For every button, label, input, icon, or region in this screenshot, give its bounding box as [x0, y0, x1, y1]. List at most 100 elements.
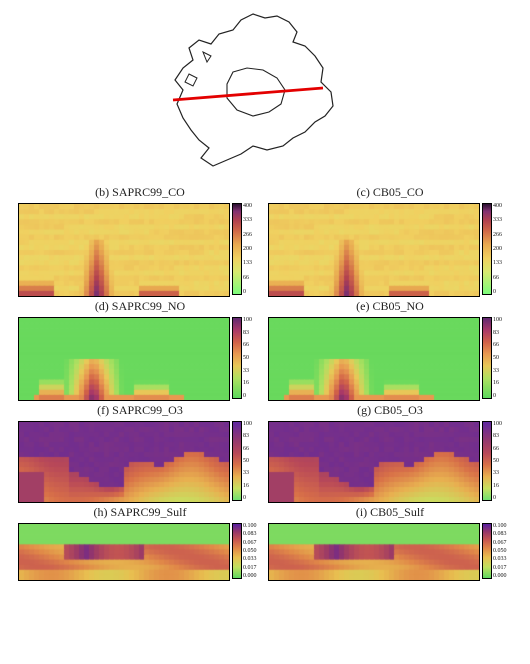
- tick-label: 33: [243, 470, 252, 476]
- tick-label: 0.033: [243, 556, 257, 562]
- cell-o3-cb05: (g) CB05_O3 100 83 66 50 33 16 0: [268, 403, 512, 503]
- tick-label: 66: [493, 275, 502, 281]
- colorbar-ticks: 400 333 266 200 133 66 0: [493, 203, 502, 295]
- cell-o3-saprc: (f) SAPRC99_O3 100 83 66 50 33 16 0: [18, 403, 262, 503]
- tick-label: 0.017: [243, 565, 257, 571]
- colorbar-ticks: 100 83 66 50 33 16 0: [243, 421, 252, 501]
- tick-label: 100: [243, 421, 252, 427]
- tick-label: 83: [493, 330, 502, 336]
- tick-label: 100: [493, 317, 502, 323]
- colorbar-ticks: 400333266200133660: [243, 203, 252, 295]
- row-o3: (f) SAPRC99_O3 100 83 66 50 33 16 0 (g) CB05_O…: [18, 403, 518, 503]
- tick-label: 333: [493, 217, 502, 223]
- colorbar: [482, 421, 492, 501]
- cell-co-cb05: (c) CB05_CO 400 333 266 200 133 66 0: [268, 185, 512, 297]
- colorbar: [232, 523, 242, 579]
- tick-label: 16: [243, 483, 252, 489]
- cell-sulf-saprc: (h) SAPRC99_Sulf 0.100 0.083 0.067 0.050 0.0…: [18, 505, 262, 581]
- tick-label: 133: [493, 260, 502, 266]
- panel-grid: (b) SAPRC99_CO 400 333 266 200 133 66 0 (c) CB…: [18, 185, 518, 583]
- tick-label: 266: [243, 232, 252, 238]
- tick-label: 66: [493, 446, 502, 452]
- tick-label: 100: [493, 421, 502, 427]
- tick-label: 0.000: [493, 573, 507, 579]
- tick-label: 0: [493, 289, 502, 295]
- tick-label: 83: [243, 330, 252, 336]
- tick-label: 0: [243, 393, 252, 399]
- row-sulf: (h) SAPRC99_Sulf 0.100 0.083 0.067 0.050 0.0…: [18, 505, 518, 581]
- transect-line: [173, 88, 323, 100]
- row-no: (d) SAPRC99_NO 100 83 66 50 33 16 0 (e) CB05_N…: [18, 299, 518, 401]
- tick-label: 0: [243, 289, 252, 295]
- tick-label: 83: [243, 433, 252, 439]
- tick-label: 133: [243, 260, 252, 266]
- tick-label: 0.050: [243, 548, 257, 554]
- tick-label: 0.083: [243, 531, 257, 537]
- heatmap-panel: [268, 523, 480, 581]
- colorbar: [482, 317, 492, 399]
- tick-label: 100: [243, 317, 252, 323]
- tick-label: 16: [493, 483, 502, 489]
- tick-label: 50: [243, 355, 252, 361]
- colorbar: [482, 523, 492, 579]
- tick-label: 266: [493, 232, 502, 238]
- colorbar: [232, 317, 242, 399]
- colorbar-ticks: 0.100 0.083 0.067 0.050 0.033 0.017 0.000: [493, 523, 507, 579]
- heatmap-panel: [18, 421, 230, 503]
- tick-label: 33: [243, 368, 252, 374]
- tick-label: 33: [493, 470, 502, 476]
- tick-label: 66: [493, 342, 502, 348]
- region-map: [155, 8, 355, 176]
- tick-label: 0.083: [493, 531, 507, 537]
- colorbar: [232, 203, 242, 295]
- panel-title: (f) SAPRC99_O3: [97, 403, 183, 418]
- tick-label: 50: [243, 458, 252, 464]
- colorbar-ticks: 100 83 66 50 33 16 0: [243, 317, 252, 399]
- tick-label: 0: [493, 393, 502, 399]
- tick-label: 66: [243, 342, 252, 348]
- colorbar: [482, 203, 492, 295]
- tick-label: 16: [243, 380, 252, 386]
- tick-label: 50: [493, 458, 502, 464]
- heatmap-panel: [268, 317, 480, 401]
- tick-label: 66: [243, 446, 252, 452]
- tick-label: 83: [493, 433, 502, 439]
- panel-title: (d) SAPRC99_NO: [95, 299, 185, 314]
- tick-label: 400: [493, 203, 502, 209]
- colorbar-ticks: 0.100 0.083 0.067 0.050 0.033 0.017 0.000: [243, 523, 257, 579]
- tick-label: 0.067: [243, 540, 257, 546]
- cell-sulf-cb05: (i) CB05_Sulf 0.1000.0830.0670.0500.0330…: [268, 505, 512, 581]
- tick-label: 333: [243, 217, 252, 223]
- heatmap-panel: [18, 523, 230, 581]
- panel-title: (e) CB05_NO: [356, 299, 424, 314]
- heatmap-panel: [18, 317, 230, 401]
- cell-no-saprc: (d) SAPRC99_NO 100 83 66 50 33 16 0: [18, 299, 262, 401]
- panel-title: (b) SAPRC99_CO: [95, 185, 185, 200]
- panel-title: (g) CB05_O3: [357, 403, 423, 418]
- cell-no-cb05: (e) CB05_NO 10083665033160: [268, 299, 512, 401]
- tick-label: 0.100: [243, 523, 257, 529]
- cell-co-saprc: (b) SAPRC99_CO 400333266200133660: [18, 185, 262, 297]
- tick-label: 16: [493, 380, 502, 386]
- heatmap-panel: [18, 203, 230, 297]
- colorbar-ticks: 100 83 66 50 33 16 0: [493, 421, 502, 501]
- tick-label: 0.033: [493, 556, 507, 562]
- tick-label: 0.100: [493, 523, 507, 529]
- tick-label: 200: [243, 246, 252, 252]
- row-co: (b) SAPRC99_CO 400 333 266 200 133 66 0 (c) CB…: [18, 185, 518, 297]
- tick-label: 0: [243, 495, 252, 501]
- tick-label: 0.017: [493, 565, 507, 571]
- panel-title: (h) SAPRC99_Sulf: [93, 505, 186, 520]
- panel-title: (i) CB05_Sulf: [356, 505, 424, 520]
- tick-label: 0.000: [243, 573, 257, 579]
- panel-title: (c) CB05_CO: [357, 185, 424, 200]
- tick-label: 0.050: [493, 548, 507, 554]
- heatmap-panel: [268, 203, 480, 297]
- tick-label: 0: [493, 495, 502, 501]
- colorbar-ticks: 10083665033160: [493, 317, 502, 399]
- tick-label: 400: [243, 203, 252, 209]
- tick-label: 33: [493, 368, 502, 374]
- tick-label: 200: [493, 246, 502, 252]
- colorbar: [232, 421, 242, 501]
- tick-label: 0.067: [493, 540, 507, 546]
